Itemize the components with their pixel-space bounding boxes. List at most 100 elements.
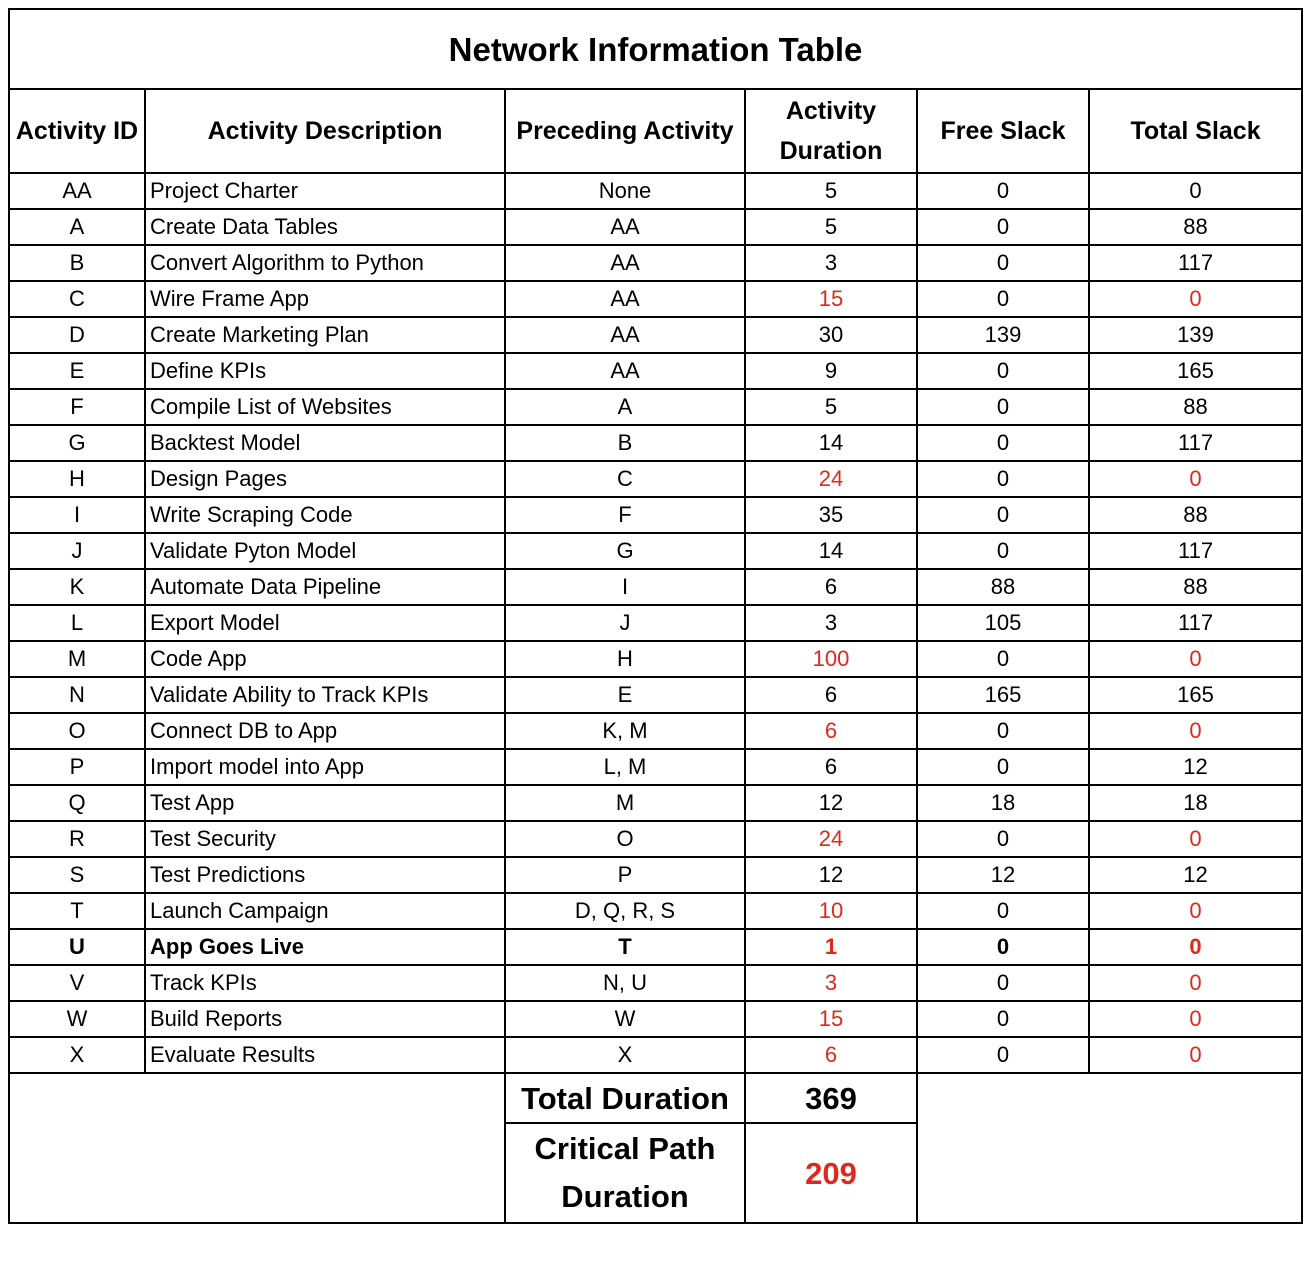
cell-total-slack: 0 (1087, 820, 1304, 858)
table-row: AA Project Charter None 5 0 0 (8, 172, 1304, 210)
cell-free-slack: 12 (916, 856, 1090, 894)
cell-activity-description: Test Predictions (144, 856, 506, 894)
cell-activity-description: Compile List of Websites (144, 388, 506, 426)
cell-activity-description: Design Pages (144, 460, 506, 498)
cell-activity-id: T (8, 892, 146, 930)
cell-activity-id: X (8, 1036, 146, 1074)
cell-activity-duration: 5 (744, 388, 918, 426)
table-row: B Convert Algorithm to Python AA 3 0 117 (8, 244, 1304, 282)
cell-activity-description: Validate Ability to Track KPIs (144, 676, 506, 714)
cell-total-slack: 12 (1087, 748, 1304, 786)
table-row: H Design Pages C 24 0 0 (8, 460, 1304, 498)
cell-free-slack: 0 (916, 424, 1090, 462)
cell-free-slack: 0 (916, 172, 1090, 210)
table-row: S Test Predictions P 12 12 12 (8, 856, 1304, 894)
cell-activity-description: App Goes Live (144, 928, 506, 966)
cell-preceding-activity: F (504, 496, 746, 534)
cell-activity-duration: 1 (744, 928, 918, 966)
cell-activity-id: V (8, 964, 146, 1002)
table-row: F Compile List of Websites A 5 0 88 (8, 388, 1304, 426)
cell-activity-duration: 3 (744, 964, 918, 1002)
table-row: P Import model into App L, M 6 0 12 (8, 748, 1304, 786)
cell-activity-id: Q (8, 784, 146, 822)
cell-activity-description: Automate Data Pipeline (144, 568, 506, 606)
cell-activity-id: B (8, 244, 146, 282)
cell-activity-id: R (8, 820, 146, 858)
cell-free-slack: 165 (916, 676, 1090, 714)
cell-free-slack: 0 (916, 748, 1090, 786)
cell-total-slack: 139 (1087, 316, 1304, 354)
header-total-slack: Total Slack (1087, 88, 1304, 174)
table-title: Network Information Table (7, 8, 1304, 90)
cell-preceding-activity: AA (504, 352, 746, 390)
cell-activity-duration: 100 (744, 640, 918, 678)
cell-total-slack: 88 (1087, 388, 1304, 426)
cell-free-slack: 0 (916, 532, 1090, 570)
table-row: G Backtest Model B 14 0 117 (8, 424, 1304, 462)
critical-path-duration-value: 209 (744, 1122, 918, 1224)
cell-free-slack: 0 (916, 460, 1090, 498)
cell-activity-duration: 6 (744, 748, 918, 786)
table-row: I Write Scraping Code F 35 0 88 (8, 496, 1304, 534)
cell-activity-description: Project Charter (144, 172, 506, 210)
cell-preceding-activity: None (504, 172, 746, 210)
cell-total-slack: 18 (1087, 784, 1304, 822)
total-duration-value: 369 (744, 1072, 918, 1124)
cell-activity-description: Import model into App (144, 748, 506, 786)
cell-preceding-activity: N, U (504, 964, 746, 1002)
cell-activity-description: Code App (144, 640, 506, 678)
cell-activity-id: U (8, 928, 146, 966)
header-preceding-activity: Preceding Activity (504, 88, 746, 174)
cell-preceding-activity: T (504, 928, 746, 966)
cell-total-slack: 0 (1087, 460, 1304, 498)
cell-total-slack: 165 (1087, 676, 1304, 714)
cell-preceding-activity: J (504, 604, 746, 642)
cell-activity-duration: 6 (744, 568, 918, 606)
cell-total-slack: 0 (1087, 1000, 1304, 1038)
summary-blank-left (8, 1072, 506, 1224)
cell-activity-description: Connect DB to App (144, 712, 506, 750)
header-row: Activity ID Activity Description Precedi… (8, 88, 1304, 174)
table-row: U App Goes Live T 1 0 0 (8, 928, 1304, 966)
cell-activity-duration: 5 (744, 208, 918, 246)
table-row: A Create Data Tables AA 5 0 88 (8, 208, 1304, 246)
cell-total-slack: 0 (1087, 1036, 1304, 1074)
cell-total-slack: 0 (1087, 928, 1304, 966)
cell-total-slack: 88 (1087, 208, 1304, 246)
cell-free-slack: 88 (916, 568, 1090, 606)
cell-activity-description: Launch Campaign (144, 892, 506, 930)
cell-total-slack: 88 (1087, 568, 1304, 606)
cell-activity-duration: 6 (744, 676, 918, 714)
cell-activity-duration: 24 (744, 820, 918, 858)
cell-activity-id: F (8, 388, 146, 426)
cell-preceding-activity: E (504, 676, 746, 714)
summary-blank-right (915, 1072, 1304, 1224)
table-row: N Validate Ability to Track KPIs E 6 165 165 (8, 676, 1304, 714)
table-row: L Export Model J 3 105 117 (8, 604, 1304, 642)
cell-free-slack: 0 (916, 892, 1090, 930)
cell-free-slack: 0 (916, 712, 1090, 750)
cell-preceding-activity: A (504, 388, 746, 426)
cell-activity-id: I (8, 496, 146, 534)
cell-free-slack: 0 (916, 928, 1090, 966)
cell-total-slack: 117 (1087, 424, 1304, 462)
cell-activity-description: Backtest Model (144, 424, 506, 462)
cell-free-slack: 18 (916, 784, 1090, 822)
cell-preceding-activity: H (504, 640, 746, 678)
cell-activity-duration: 3 (744, 604, 918, 642)
network-information-table: Network Information Table Activity ID Ac… (7, 8, 1304, 1224)
cell-activity-id: A (8, 208, 146, 246)
cell-preceding-activity: AA (504, 208, 746, 246)
cell-preceding-activity: X (504, 1036, 746, 1074)
cell-activity-id: N (8, 676, 146, 714)
cell-activity-duration: 6 (744, 712, 918, 750)
cell-total-slack: 0 (1087, 280, 1304, 318)
cell-total-slack: 117 (1087, 244, 1304, 282)
cell-preceding-activity: AA (504, 316, 746, 354)
cell-total-slack: 0 (1087, 892, 1304, 930)
header-activity-description: Activity Description (144, 88, 506, 174)
cell-total-slack: 117 (1087, 532, 1304, 570)
cell-free-slack: 0 (916, 244, 1090, 282)
cell-activity-description: Create Data Tables (144, 208, 506, 246)
